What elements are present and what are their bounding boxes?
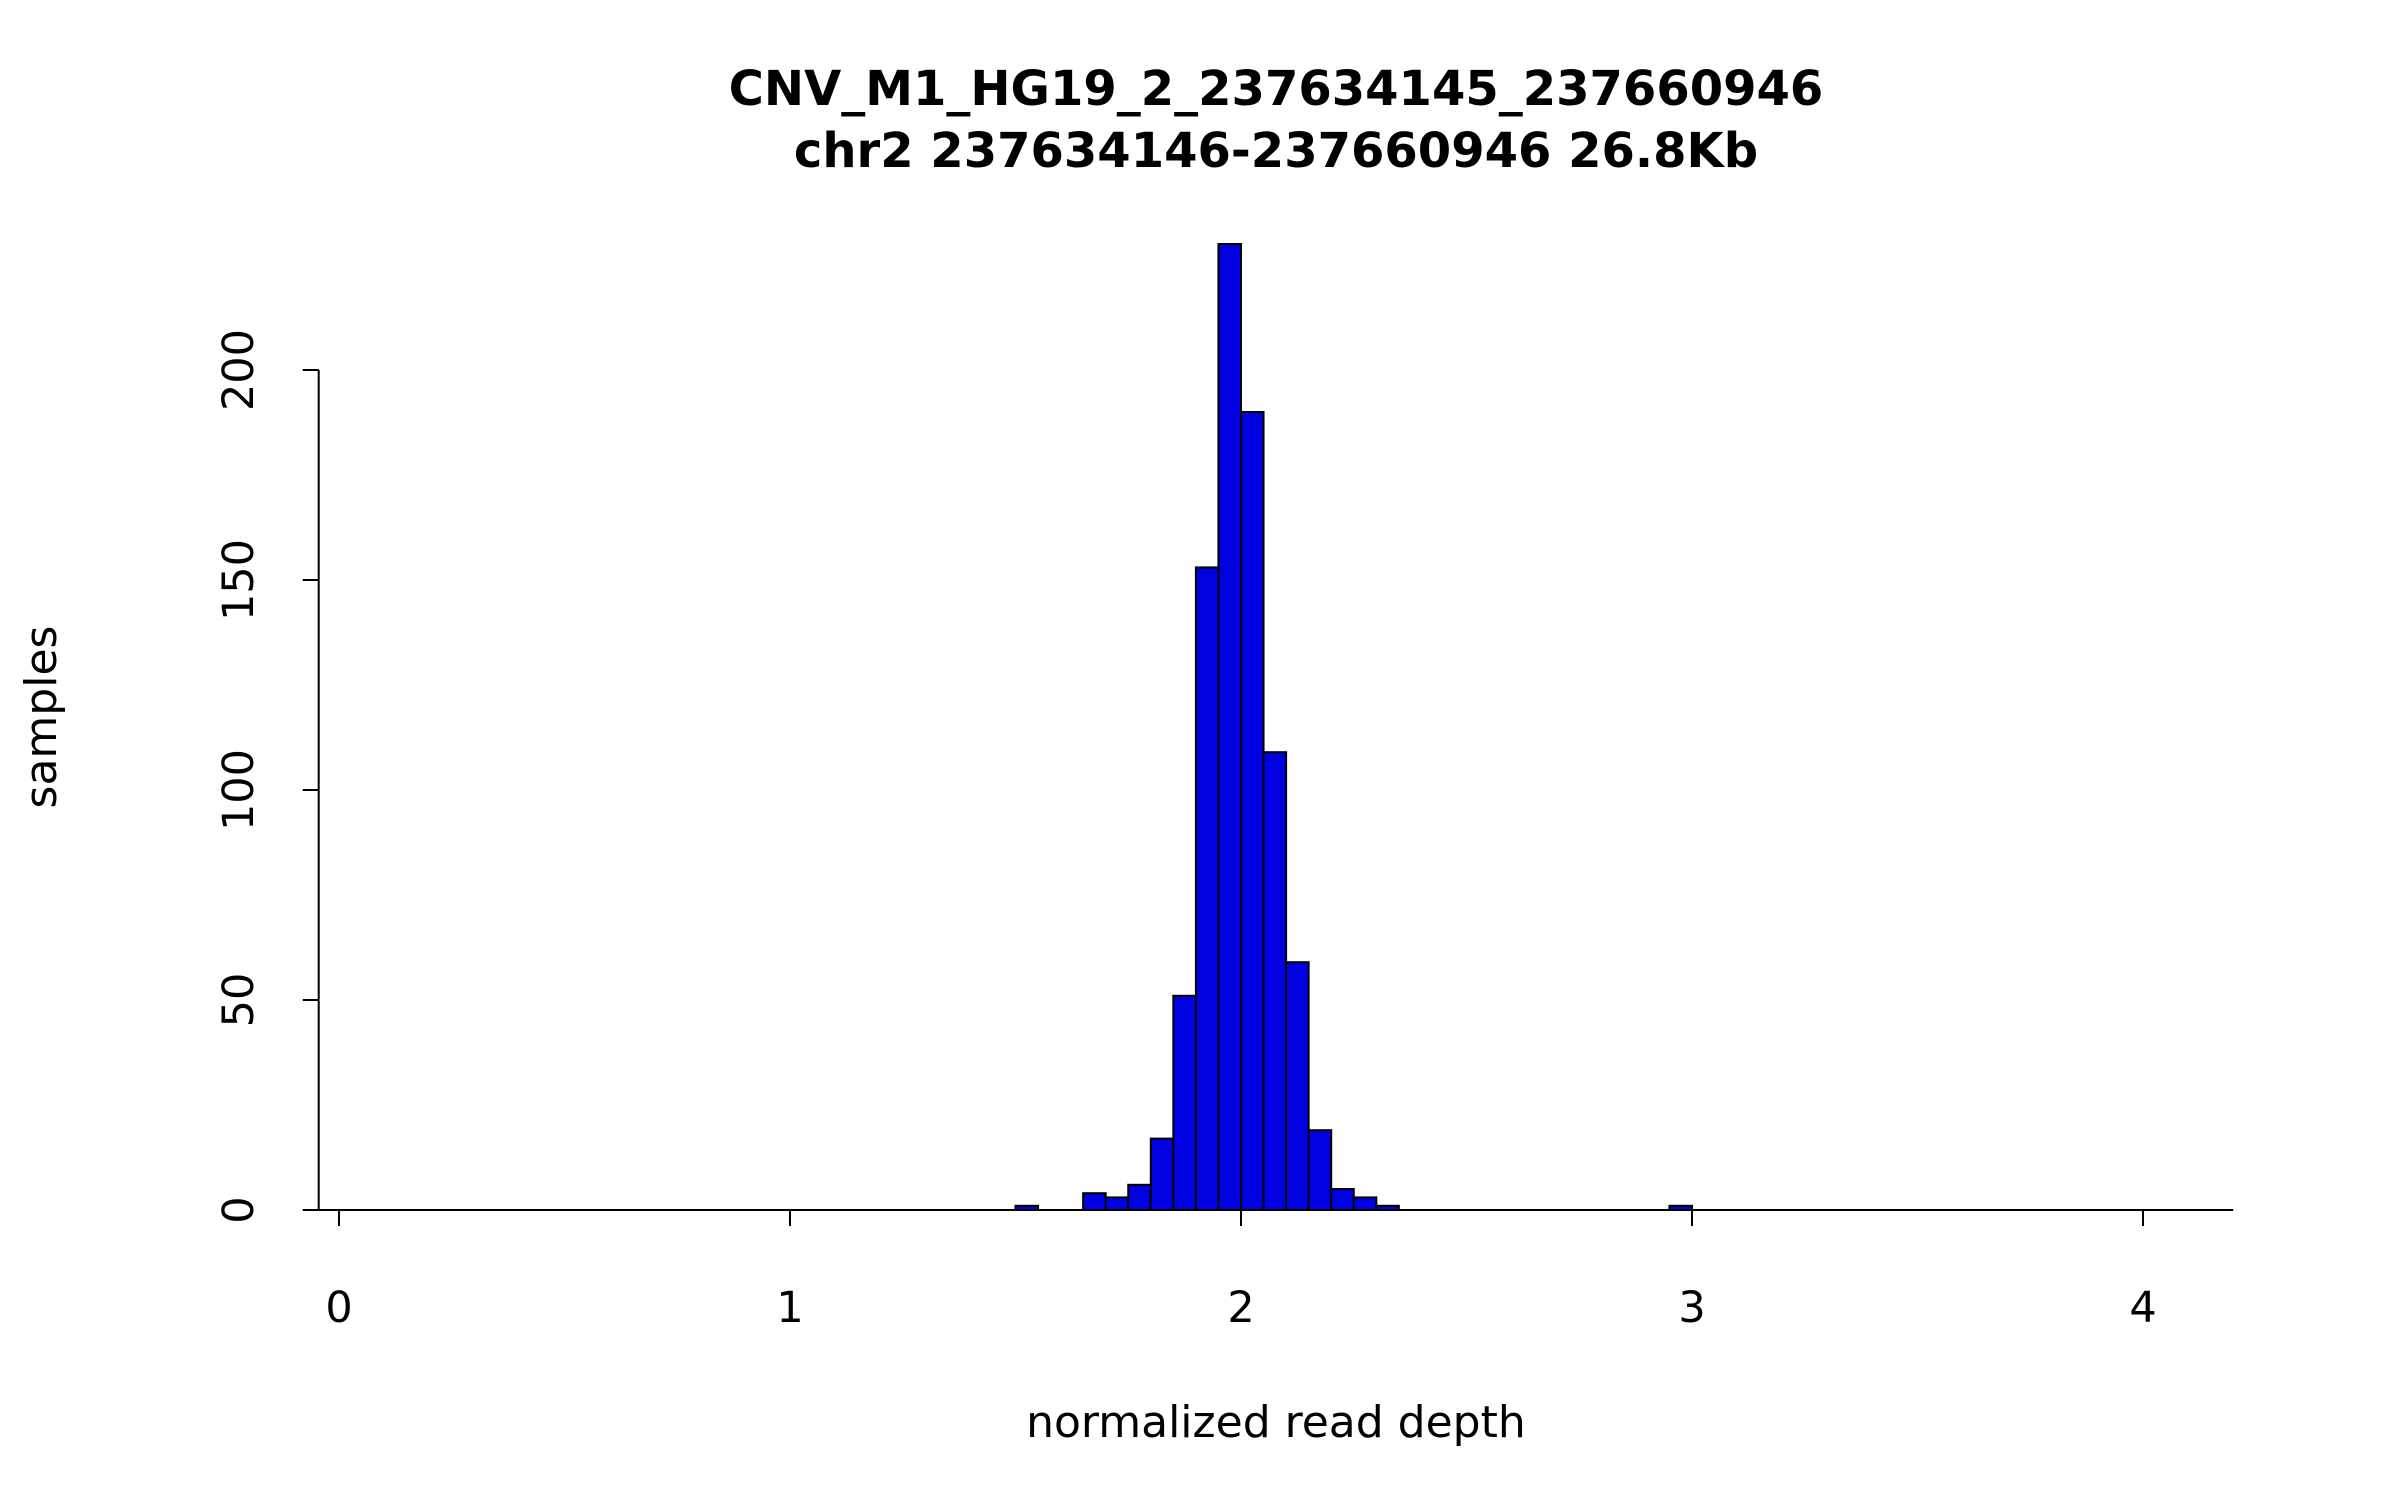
histogram-bar (1104, 1196, 1130, 1212)
x-tick-label: 0 (325, 1283, 352, 1333)
x-tick-label: 4 (2129, 1283, 2156, 1333)
y-tick-label: 50 (214, 973, 264, 1028)
y-tick-label: 200 (214, 329, 264, 411)
histogram-bar (1240, 411, 1265, 1211)
x-axis-title: normalized read depth (1026, 1397, 1526, 1448)
histogram-bar (1217, 243, 1242, 1211)
histogram-bar (1262, 751, 1288, 1211)
y-tick-label: 150 (214, 539, 264, 621)
y-tick-label: 100 (214, 749, 264, 831)
histogram-bar (1127, 1183, 1152, 1212)
histogram-bar (1194, 566, 1220, 1211)
histogram-bar (1307, 1129, 1333, 1211)
histogram-bar (1330, 1188, 1355, 1211)
x-tick-label: 3 (1678, 1283, 1705, 1333)
chart-title-line2: chr2 237634146-237660946 26.8Kb (793, 123, 1759, 179)
y-axis-title: samples (16, 626, 67, 809)
x-tick-label: 1 (776, 1283, 803, 1333)
y-tick-label: 0 (214, 1196, 264, 1223)
histogram-bar (1352, 1196, 1378, 1212)
chart-title: CNV_M1_HG19_2_237634145_237660946 chr2 2… (76, 58, 2400, 182)
histogram-bar (1149, 1137, 1175, 1211)
x-tick-label: 2 (1227, 1283, 1254, 1333)
histogram-bar (1172, 994, 1197, 1211)
histogram-bar (1285, 961, 1310, 1212)
histogram-bar (1082, 1192, 1107, 1211)
chart-title-line1: CNV_M1_HG19_2_237634145_237660946 (728, 61, 1824, 117)
